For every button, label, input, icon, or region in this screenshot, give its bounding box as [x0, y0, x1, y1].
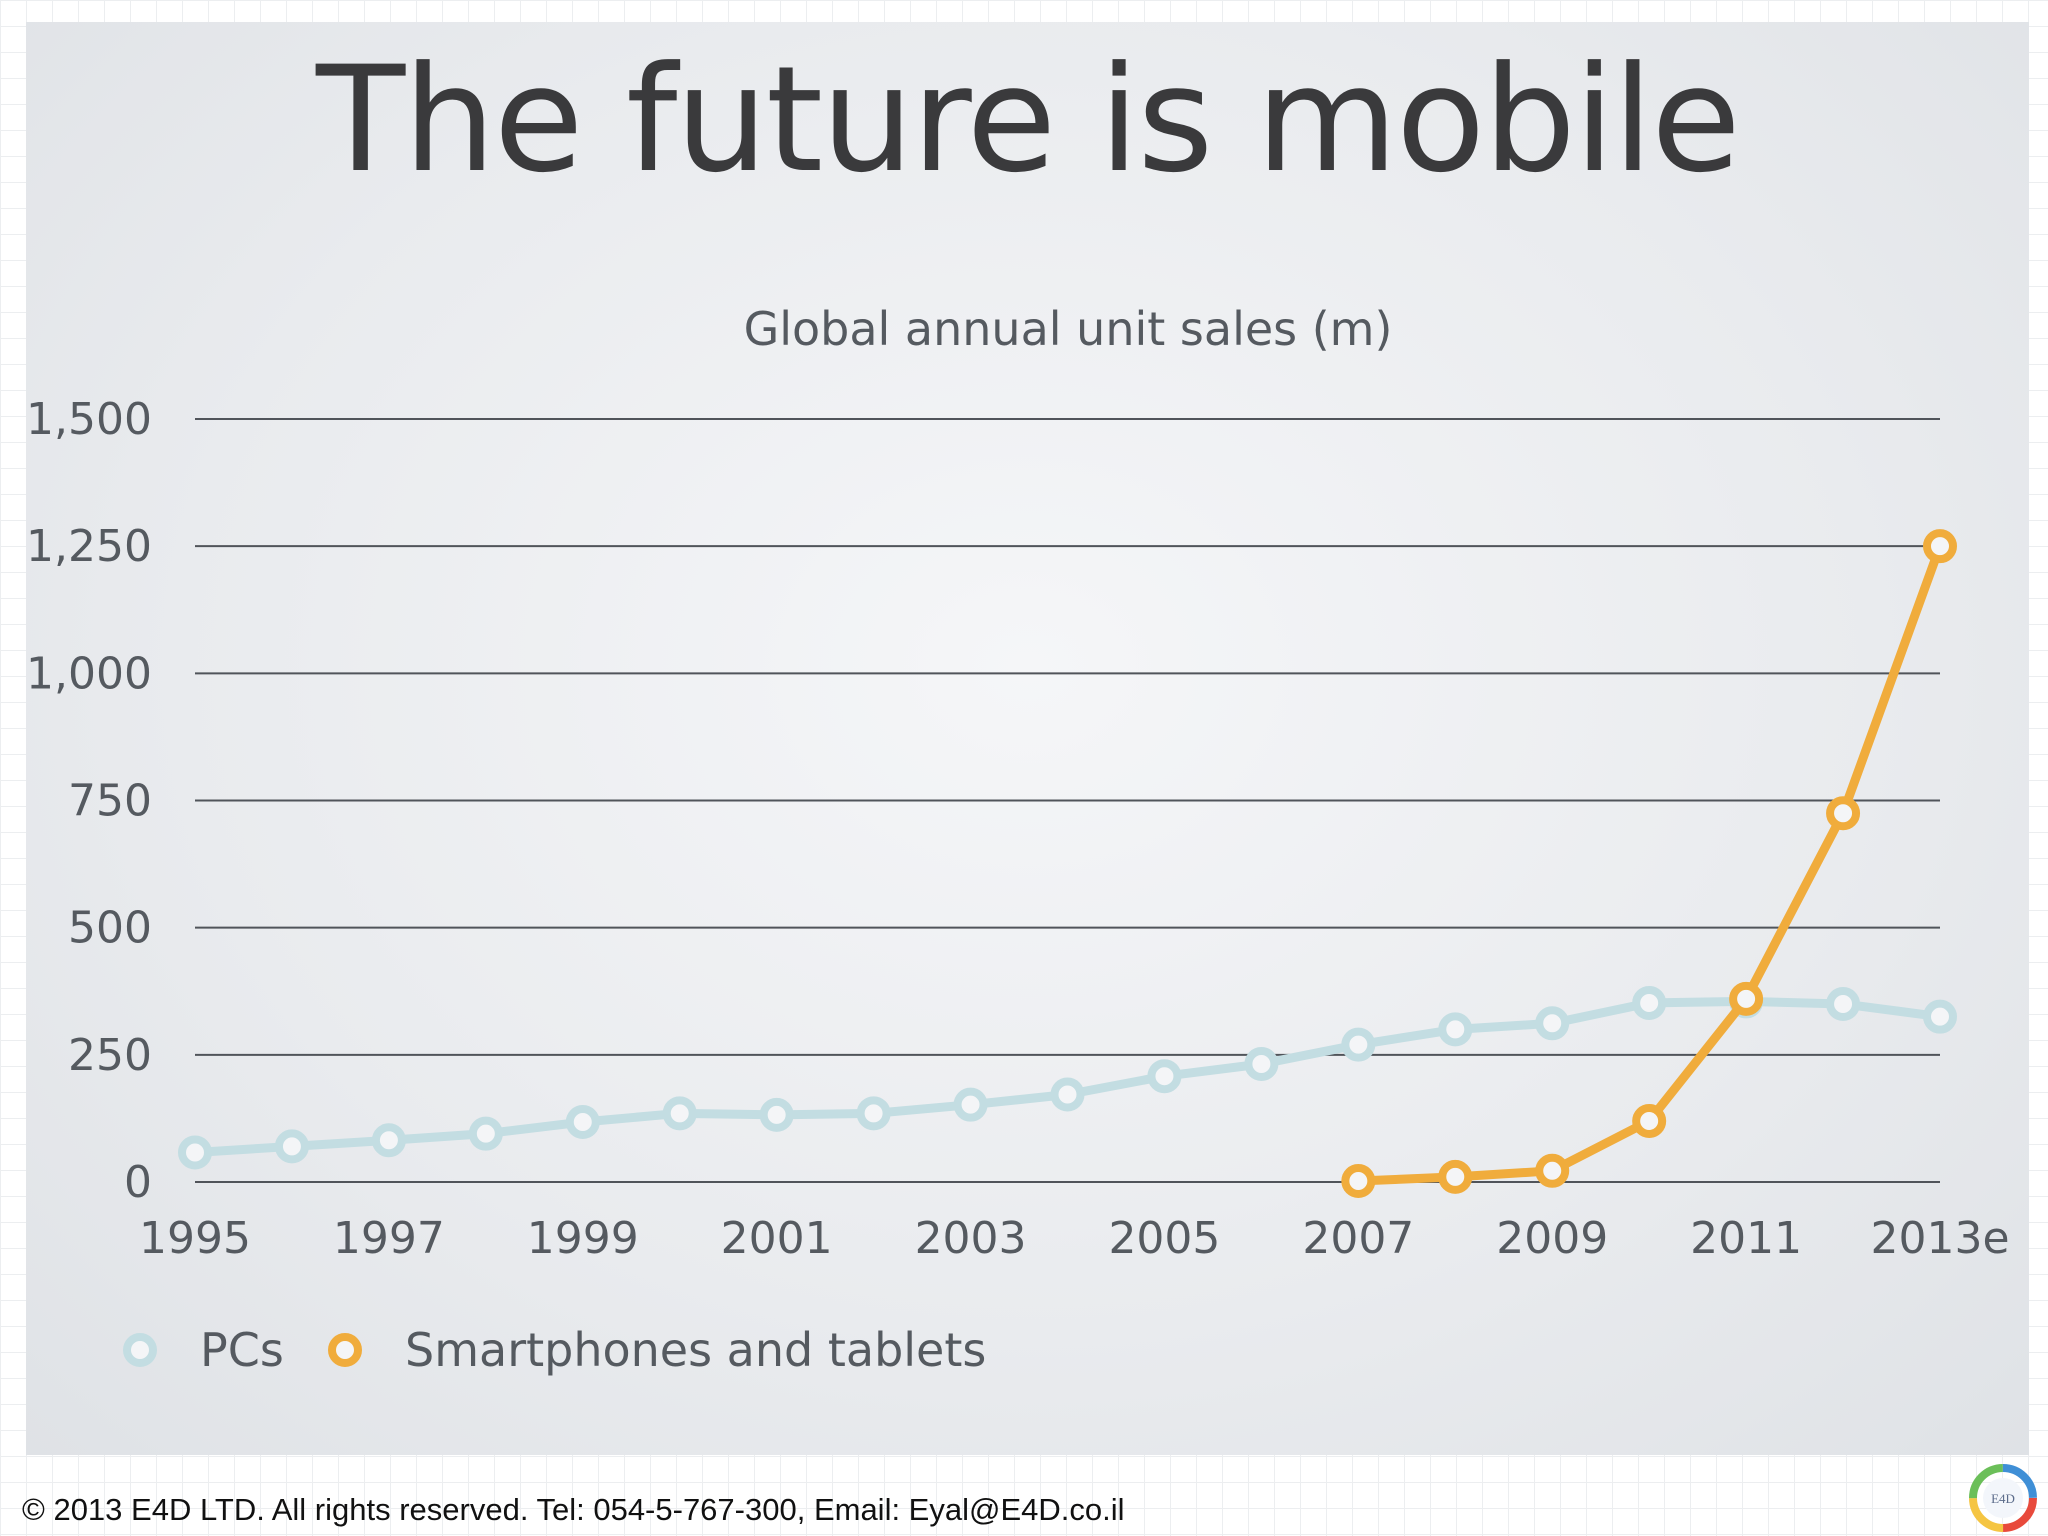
series-line-pcs: [190, 996, 1945, 1157]
copyright-footer: © 2013 E4D LTD. All rights reserved. Tel…: [22, 1492, 1125, 1527]
y-tick-label: 0: [124, 1157, 152, 1208]
data-point-smartphones-and-tablets-2009: [1535, 1153, 1570, 1188]
x-tick-label: 1995: [139, 1213, 251, 1264]
series-line-smartphones-and-tablets: [1353, 541, 1945, 1186]
legend-marker-smartphones-and-tablets: [328, 1333, 362, 1367]
logo-ring-blue: [1969, 1464, 2037, 1532]
chart-title: Global annual unit sales (m): [744, 302, 1393, 356]
y-tick-label: 500: [68, 903, 152, 954]
y-tick-label: 1,000: [26, 648, 152, 699]
data-point-pcs-2009: [1535, 1006, 1570, 1041]
y-tick-label: 250: [68, 1030, 152, 1081]
legend-label-pcs: PCs: [200, 1323, 284, 1377]
x-tick-label: 2011: [1690, 1213, 1802, 1264]
series-smartphones-and-tablets: [1341, 529, 1957, 1198]
data-point-pcs-2008: [1438, 1012, 1473, 1047]
y-tick-label: 1,250: [26, 521, 152, 572]
data-point-smartphones-and-tablets-2007: [1341, 1163, 1376, 1198]
data-point-pcs-2005: [1147, 1059, 1182, 1094]
data-point-pcs-2004: [1050, 1077, 1085, 1112]
data-point-pcs-2007: [1341, 1027, 1376, 1062]
logo-center: [1983, 1478, 2023, 1518]
logo-ring-yellow: [1969, 1464, 2037, 1532]
series-pcs: [178, 984, 1957, 1170]
series-layer: [178, 529, 1957, 1198]
y-tick-label: 1,500: [26, 394, 152, 445]
x-tick-label: 2013e: [1870, 1213, 2009, 1264]
y-tick-label: 750: [68, 776, 152, 827]
legend: PCs Smartphones and tablets: [123, 1323, 986, 1377]
data-point-pcs-1996: [274, 1129, 309, 1164]
slide-title: The future is mobile: [316, 35, 1741, 205]
x-tick-label: 1999: [527, 1213, 639, 1264]
data-point-pcs-2013e: [1923, 999, 1957, 1034]
data-point-smartphones-and-tablets-2011: [1729, 981, 1764, 1016]
x-tick-label: 2005: [1108, 1213, 1220, 1264]
legend-marker-pcs: [123, 1333, 157, 1367]
data-point-pcs-2012: [1826, 986, 1861, 1021]
x-tick-label: 2003: [915, 1213, 1027, 1264]
data-point-pcs-1998: [468, 1116, 503, 1151]
y-axis-ticks: 0 250 500 750 1,000 1,250 1,500: [26, 394, 152, 1208]
x-axis-ticks: 1995 1997 1999 2001 2003 2005 2007 2009 2011 2013…: [139, 1213, 2010, 1264]
x-tick-label: 1997: [333, 1213, 445, 1264]
logo-text: E4D: [1991, 1491, 2015, 1506]
logo-ring-green: [1969, 1464, 2037, 1532]
data-point-smartphones-and-tablets-2010: [1632, 1103, 1667, 1138]
legend-label-smartphones-and-tablets: Smartphones and tablets: [405, 1323, 986, 1377]
logo-ring-red: [1969, 1464, 2037, 1532]
x-tick-label: 2007: [1302, 1213, 1414, 1264]
data-point-smartphones-and-tablets-2012: [1826, 796, 1861, 831]
data-point-pcs-2001: [759, 1097, 794, 1132]
data-point-pcs-2003: [953, 1087, 988, 1122]
data-point-pcs-1995: [178, 1135, 212, 1170]
x-tick-label: 2009: [1496, 1213, 1608, 1264]
data-point-smartphones-and-tablets-2008: [1438, 1159, 1473, 1194]
data-point-pcs-1999: [565, 1104, 600, 1139]
data-point-smartphones-and-tablets-2013e: [1923, 529, 1957, 564]
e4d-logo: E4D: [1969, 1464, 2037, 1532]
data-point-pcs-1997: [371, 1123, 406, 1158]
data-point-pcs-2006: [1244, 1046, 1279, 1081]
data-point-pcs-2010: [1632, 985, 1667, 1020]
x-tick-label: 2001: [721, 1213, 833, 1264]
data-point-pcs-2000: [662, 1096, 697, 1131]
slide: The future is mobile: [26, 22, 2029, 1455]
data-point-pcs-2002: [856, 1096, 891, 1131]
gridlines: [195, 418, 1940, 1183]
